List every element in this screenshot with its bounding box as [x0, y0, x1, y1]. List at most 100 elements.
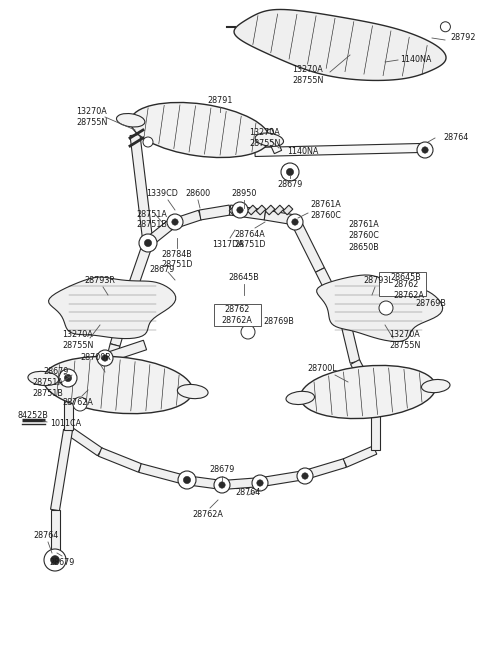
Polygon shape [100, 344, 120, 386]
Polygon shape [274, 205, 284, 215]
Circle shape [178, 471, 196, 489]
Circle shape [302, 473, 308, 479]
Polygon shape [130, 134, 153, 244]
Polygon shape [62, 356, 103, 384]
Polygon shape [264, 210, 296, 225]
Circle shape [64, 375, 72, 382]
Polygon shape [264, 128, 282, 154]
Text: 28700R: 28700R [81, 353, 111, 362]
Text: 28762A: 28762A [62, 398, 94, 407]
Polygon shape [343, 446, 377, 467]
Text: 13270A
28755N: 13270A 28755N [389, 331, 420, 350]
Text: 28793R: 28793R [84, 276, 115, 285]
Text: 84252B: 84252B [18, 411, 49, 419]
Text: 28679: 28679 [277, 180, 303, 189]
Circle shape [237, 207, 243, 213]
Polygon shape [98, 448, 142, 472]
Ellipse shape [178, 384, 208, 399]
Circle shape [167, 214, 183, 230]
Text: 28764: 28764 [443, 134, 468, 143]
Polygon shape [222, 477, 263, 489]
Text: 1140NA: 1140NA [400, 56, 432, 64]
Text: 1317DA: 1317DA [212, 240, 244, 249]
Polygon shape [234, 9, 446, 81]
Text: 28679: 28679 [43, 367, 69, 377]
Polygon shape [168, 210, 202, 230]
Circle shape [97, 350, 113, 366]
Text: 28764: 28764 [34, 531, 59, 540]
Text: 28762
28762A: 28762 28762A [222, 305, 252, 324]
Polygon shape [184, 476, 223, 489]
Circle shape [252, 475, 268, 491]
FancyBboxPatch shape [379, 272, 426, 296]
Polygon shape [350, 360, 374, 392]
Polygon shape [110, 293, 135, 346]
Circle shape [73, 397, 87, 411]
Text: 28764: 28764 [235, 488, 261, 497]
Text: 13270A
28755N: 13270A 28755N [292, 66, 324, 84]
Polygon shape [199, 205, 231, 220]
Polygon shape [340, 319, 360, 363]
Polygon shape [304, 458, 346, 479]
Circle shape [281, 163, 299, 181]
Circle shape [297, 468, 313, 484]
Text: 28645B: 28645B [228, 273, 259, 282]
Polygon shape [265, 205, 275, 215]
Polygon shape [98, 340, 146, 365]
Text: 28793L: 28793L [363, 276, 393, 285]
Text: 13270A
28755N: 13270A 28755N [249, 128, 281, 147]
Circle shape [172, 219, 178, 225]
Text: 28600: 28600 [185, 189, 211, 198]
Text: 28645B: 28645B [390, 274, 421, 282]
Polygon shape [229, 205, 239, 215]
Circle shape [144, 239, 152, 246]
Circle shape [422, 147, 428, 153]
Polygon shape [290, 217, 324, 272]
Text: 28751A
28751B: 28751A 28751B [33, 379, 63, 398]
Polygon shape [139, 464, 186, 484]
Text: 28769B: 28769B [263, 318, 294, 326]
Polygon shape [50, 510, 60, 555]
Text: 28751A
28751B: 28751A 28751B [137, 210, 168, 229]
Text: 28761A
28760C: 28761A 28760C [348, 221, 379, 240]
Text: 1339CD: 1339CD [146, 189, 178, 198]
Text: 13270A
28755N: 13270A 28755N [76, 107, 108, 126]
Ellipse shape [286, 391, 314, 405]
Circle shape [379, 301, 393, 315]
Polygon shape [229, 205, 266, 220]
Text: 28761A
28760C: 28761A 28760C [310, 200, 341, 219]
Circle shape [287, 168, 294, 176]
Text: 28650B: 28650B [348, 244, 379, 252]
Ellipse shape [43, 356, 193, 414]
Circle shape [219, 482, 225, 488]
Polygon shape [255, 143, 420, 157]
Circle shape [183, 476, 191, 483]
Circle shape [292, 219, 298, 225]
Circle shape [241, 325, 255, 339]
FancyBboxPatch shape [214, 304, 261, 326]
Circle shape [417, 142, 433, 158]
Ellipse shape [28, 371, 59, 386]
Ellipse shape [300, 365, 436, 419]
Circle shape [102, 355, 108, 361]
Text: 28762A: 28762A [192, 510, 223, 519]
Polygon shape [371, 400, 380, 450]
Ellipse shape [255, 133, 284, 147]
Text: 28784B
28751D: 28784B 28751D [161, 250, 193, 269]
Circle shape [257, 480, 263, 486]
Text: 13270A
28755N: 13270A 28755N [62, 331, 94, 350]
Text: 28679: 28679 [209, 465, 235, 474]
Circle shape [287, 214, 303, 230]
Polygon shape [142, 221, 173, 249]
Text: 28792: 28792 [450, 33, 476, 43]
Polygon shape [261, 470, 306, 487]
Polygon shape [63, 390, 72, 430]
Ellipse shape [421, 379, 450, 392]
Ellipse shape [131, 102, 269, 158]
Text: 28791: 28791 [207, 96, 233, 105]
Circle shape [441, 22, 450, 31]
Polygon shape [65, 426, 103, 456]
Text: 28700L: 28700L [307, 364, 337, 373]
Circle shape [50, 555, 60, 565]
Text: 28679: 28679 [49, 558, 75, 567]
